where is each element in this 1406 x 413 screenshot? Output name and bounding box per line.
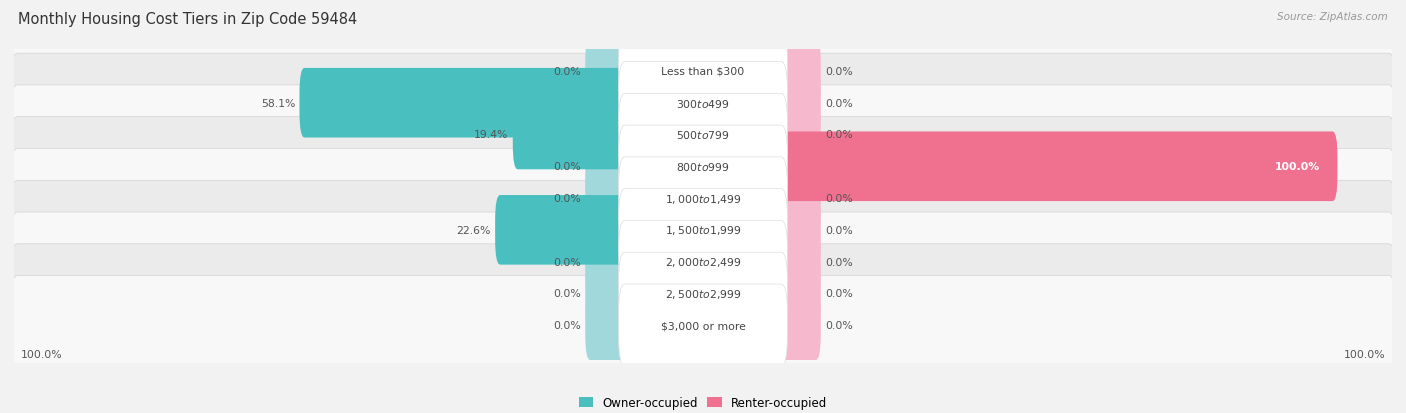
FancyBboxPatch shape <box>10 276 1396 375</box>
FancyBboxPatch shape <box>10 149 1396 248</box>
Text: 22.6%: 22.6% <box>457 225 491 235</box>
FancyBboxPatch shape <box>10 244 1396 343</box>
FancyBboxPatch shape <box>513 100 630 170</box>
Text: Source: ZipAtlas.com: Source: ZipAtlas.com <box>1277 12 1388 22</box>
FancyBboxPatch shape <box>495 195 630 265</box>
Text: 0.0%: 0.0% <box>553 257 581 267</box>
FancyBboxPatch shape <box>10 54 1396 153</box>
FancyBboxPatch shape <box>619 284 787 366</box>
Text: 0.0%: 0.0% <box>553 162 581 172</box>
Text: 100.0%: 100.0% <box>1275 162 1320 172</box>
FancyBboxPatch shape <box>10 117 1396 216</box>
FancyBboxPatch shape <box>585 227 630 297</box>
FancyBboxPatch shape <box>619 157 787 240</box>
FancyBboxPatch shape <box>619 221 787 303</box>
FancyBboxPatch shape <box>776 100 821 170</box>
FancyBboxPatch shape <box>585 37 630 107</box>
Text: 0.0%: 0.0% <box>825 289 853 299</box>
Text: $2,000 to $2,499: $2,000 to $2,499 <box>665 256 741 268</box>
FancyBboxPatch shape <box>10 213 1396 311</box>
Text: $2,500 to $2,999: $2,500 to $2,999 <box>665 287 741 300</box>
Text: $3,000 or more: $3,000 or more <box>661 320 745 330</box>
FancyBboxPatch shape <box>585 132 630 202</box>
Text: 0.0%: 0.0% <box>825 98 853 109</box>
Text: $800 to $999: $800 to $999 <box>676 161 730 173</box>
FancyBboxPatch shape <box>619 189 787 271</box>
FancyBboxPatch shape <box>585 259 630 328</box>
FancyBboxPatch shape <box>776 164 821 233</box>
Text: 0.0%: 0.0% <box>553 67 581 77</box>
FancyBboxPatch shape <box>10 22 1396 121</box>
Text: Less than $300: Less than $300 <box>661 67 745 77</box>
Text: $1,500 to $1,999: $1,500 to $1,999 <box>665 224 741 237</box>
FancyBboxPatch shape <box>619 253 787 335</box>
FancyBboxPatch shape <box>776 227 821 297</box>
Text: Monthly Housing Cost Tiers in Zip Code 59484: Monthly Housing Cost Tiers in Zip Code 5… <box>18 12 357 27</box>
FancyBboxPatch shape <box>10 181 1396 280</box>
Text: 19.4%: 19.4% <box>474 130 509 140</box>
Text: 58.1%: 58.1% <box>260 98 295 109</box>
FancyBboxPatch shape <box>585 164 630 233</box>
Legend: Owner-occupied, Renter-occupied: Owner-occupied, Renter-occupied <box>574 392 832 413</box>
Text: 100.0%: 100.0% <box>1344 349 1386 359</box>
FancyBboxPatch shape <box>776 132 1337 202</box>
Text: 0.0%: 0.0% <box>553 320 581 330</box>
FancyBboxPatch shape <box>585 195 630 265</box>
FancyBboxPatch shape <box>619 62 787 145</box>
Text: 0.0%: 0.0% <box>825 225 853 235</box>
FancyBboxPatch shape <box>619 126 787 208</box>
Text: 0.0%: 0.0% <box>825 194 853 204</box>
FancyBboxPatch shape <box>585 69 630 138</box>
FancyBboxPatch shape <box>10 86 1396 185</box>
FancyBboxPatch shape <box>619 31 787 113</box>
Text: 0.0%: 0.0% <box>825 257 853 267</box>
Text: $500 to $799: $500 to $799 <box>676 129 730 141</box>
Text: 0.0%: 0.0% <box>553 194 581 204</box>
Text: 0.0%: 0.0% <box>553 289 581 299</box>
Text: $1,000 to $1,499: $1,000 to $1,499 <box>665 192 741 205</box>
Text: 0.0%: 0.0% <box>825 130 853 140</box>
FancyBboxPatch shape <box>776 37 821 107</box>
FancyBboxPatch shape <box>585 100 630 170</box>
Text: 0.0%: 0.0% <box>825 320 853 330</box>
FancyBboxPatch shape <box>585 291 630 360</box>
FancyBboxPatch shape <box>619 94 787 176</box>
Text: $300 to $499: $300 to $499 <box>676 97 730 109</box>
FancyBboxPatch shape <box>776 132 821 202</box>
Text: 100.0%: 100.0% <box>20 349 62 359</box>
FancyBboxPatch shape <box>776 195 821 265</box>
FancyBboxPatch shape <box>776 259 821 328</box>
Text: 0.0%: 0.0% <box>825 67 853 77</box>
FancyBboxPatch shape <box>299 69 630 138</box>
FancyBboxPatch shape <box>776 69 821 138</box>
FancyBboxPatch shape <box>776 291 821 360</box>
